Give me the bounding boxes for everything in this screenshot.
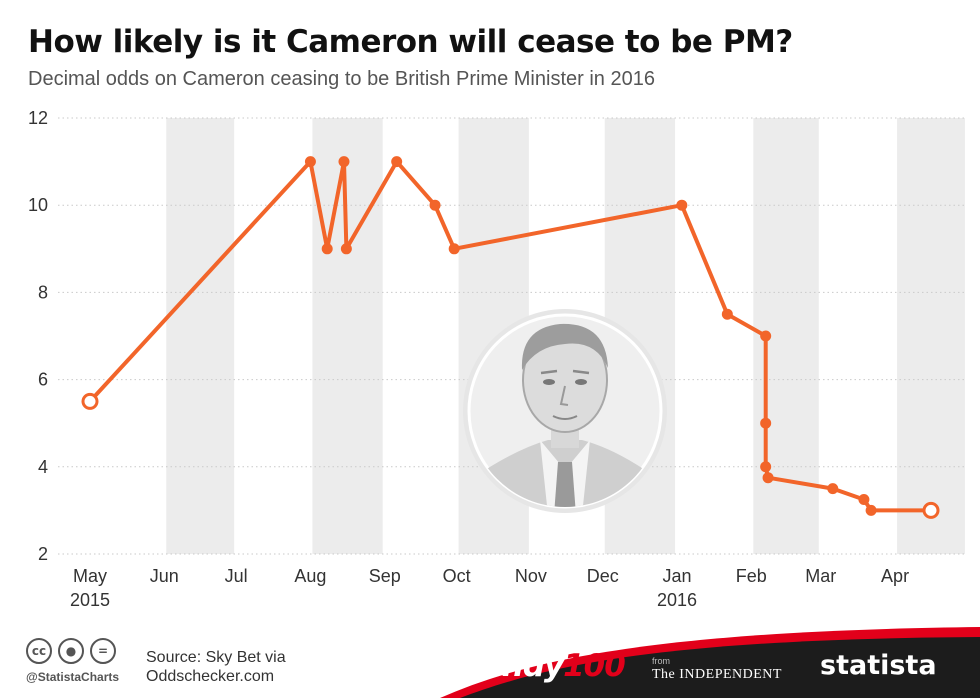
chart-subtitle: Decimal odds on Cameron ceasing to be Br…	[28, 68, 655, 90]
no-derivatives-icon: =	[90, 638, 116, 664]
y-tick-label: 6	[38, 370, 48, 390]
data-point	[304, 156, 316, 168]
y-tick-label: 2	[38, 544, 48, 564]
data-point	[340, 243, 352, 255]
x-tick-label: Sep	[369, 566, 401, 586]
source-line-1: Source: Sky Bet via	[146, 649, 286, 666]
data-point	[676, 199, 688, 211]
month-band	[897, 118, 965, 554]
x-tick-label: Oct	[443, 566, 471, 586]
x-tick-label: Jun	[150, 566, 179, 586]
data-point	[721, 308, 733, 320]
x-tick-label: May	[73, 566, 107, 586]
attribution-icon: ●	[58, 638, 84, 664]
data-point	[448, 243, 460, 255]
x-tick-label: Apr	[881, 566, 909, 586]
data-point	[81, 392, 99, 410]
data-point	[858, 494, 870, 505]
indy-number: 100	[563, 648, 626, 684]
data-point	[760, 461, 772, 473]
x-tick-year-label: 2016	[657, 590, 697, 610]
y-tick-label: 8	[38, 282, 48, 302]
statista-handle: @StatistaCharts	[26, 670, 120, 684]
y-tick-label: 4	[38, 457, 48, 477]
month-band	[312, 118, 383, 554]
month-band	[166, 118, 235, 554]
independent-logo: The INDEPENDENT	[652, 667, 782, 682]
x-tick-label: Aug	[294, 566, 326, 586]
x-tick-label: Feb	[736, 566, 767, 586]
x-tick-label: Jul	[225, 566, 248, 586]
x-tick-year-label: 2015	[70, 590, 110, 610]
indy100-logo: indy100	[492, 648, 626, 684]
data-point	[762, 472, 774, 484]
data-point	[922, 501, 940, 519]
data-point	[760, 330, 772, 342]
data-point	[429, 199, 441, 211]
x-tick-label: Nov	[515, 566, 547, 586]
data-point	[760, 417, 772, 429]
data-point	[391, 156, 403, 168]
license-icons: cc ● =	[26, 638, 116, 664]
data-point	[865, 504, 877, 516]
indy-text: indy	[492, 648, 564, 684]
data-point	[338, 156, 350, 168]
from-label: from	[652, 656, 670, 666]
y-tick-label: 10	[28, 195, 48, 215]
source-note: Source: Sky Bet via Oddschecker.com	[146, 648, 286, 686]
cc-icon: cc	[26, 638, 52, 664]
series-line	[88, 159, 931, 513]
x-tick-label: Jan	[663, 566, 692, 586]
y-tick-label: 12	[28, 108, 48, 128]
x-tick-label: Dec	[587, 566, 619, 586]
x-tick-label: Mar	[805, 566, 836, 586]
data-point	[827, 483, 839, 495]
chart-title: How likely is it Cameron will cease to b…	[28, 24, 793, 60]
statista-logo: statista	[820, 650, 937, 681]
footer-banner	[440, 627, 980, 698]
source-line-2: Oddschecker.com	[146, 668, 275, 685]
cameron-portrait-illustration	[463, 309, 667, 513]
data-point	[321, 243, 333, 255]
